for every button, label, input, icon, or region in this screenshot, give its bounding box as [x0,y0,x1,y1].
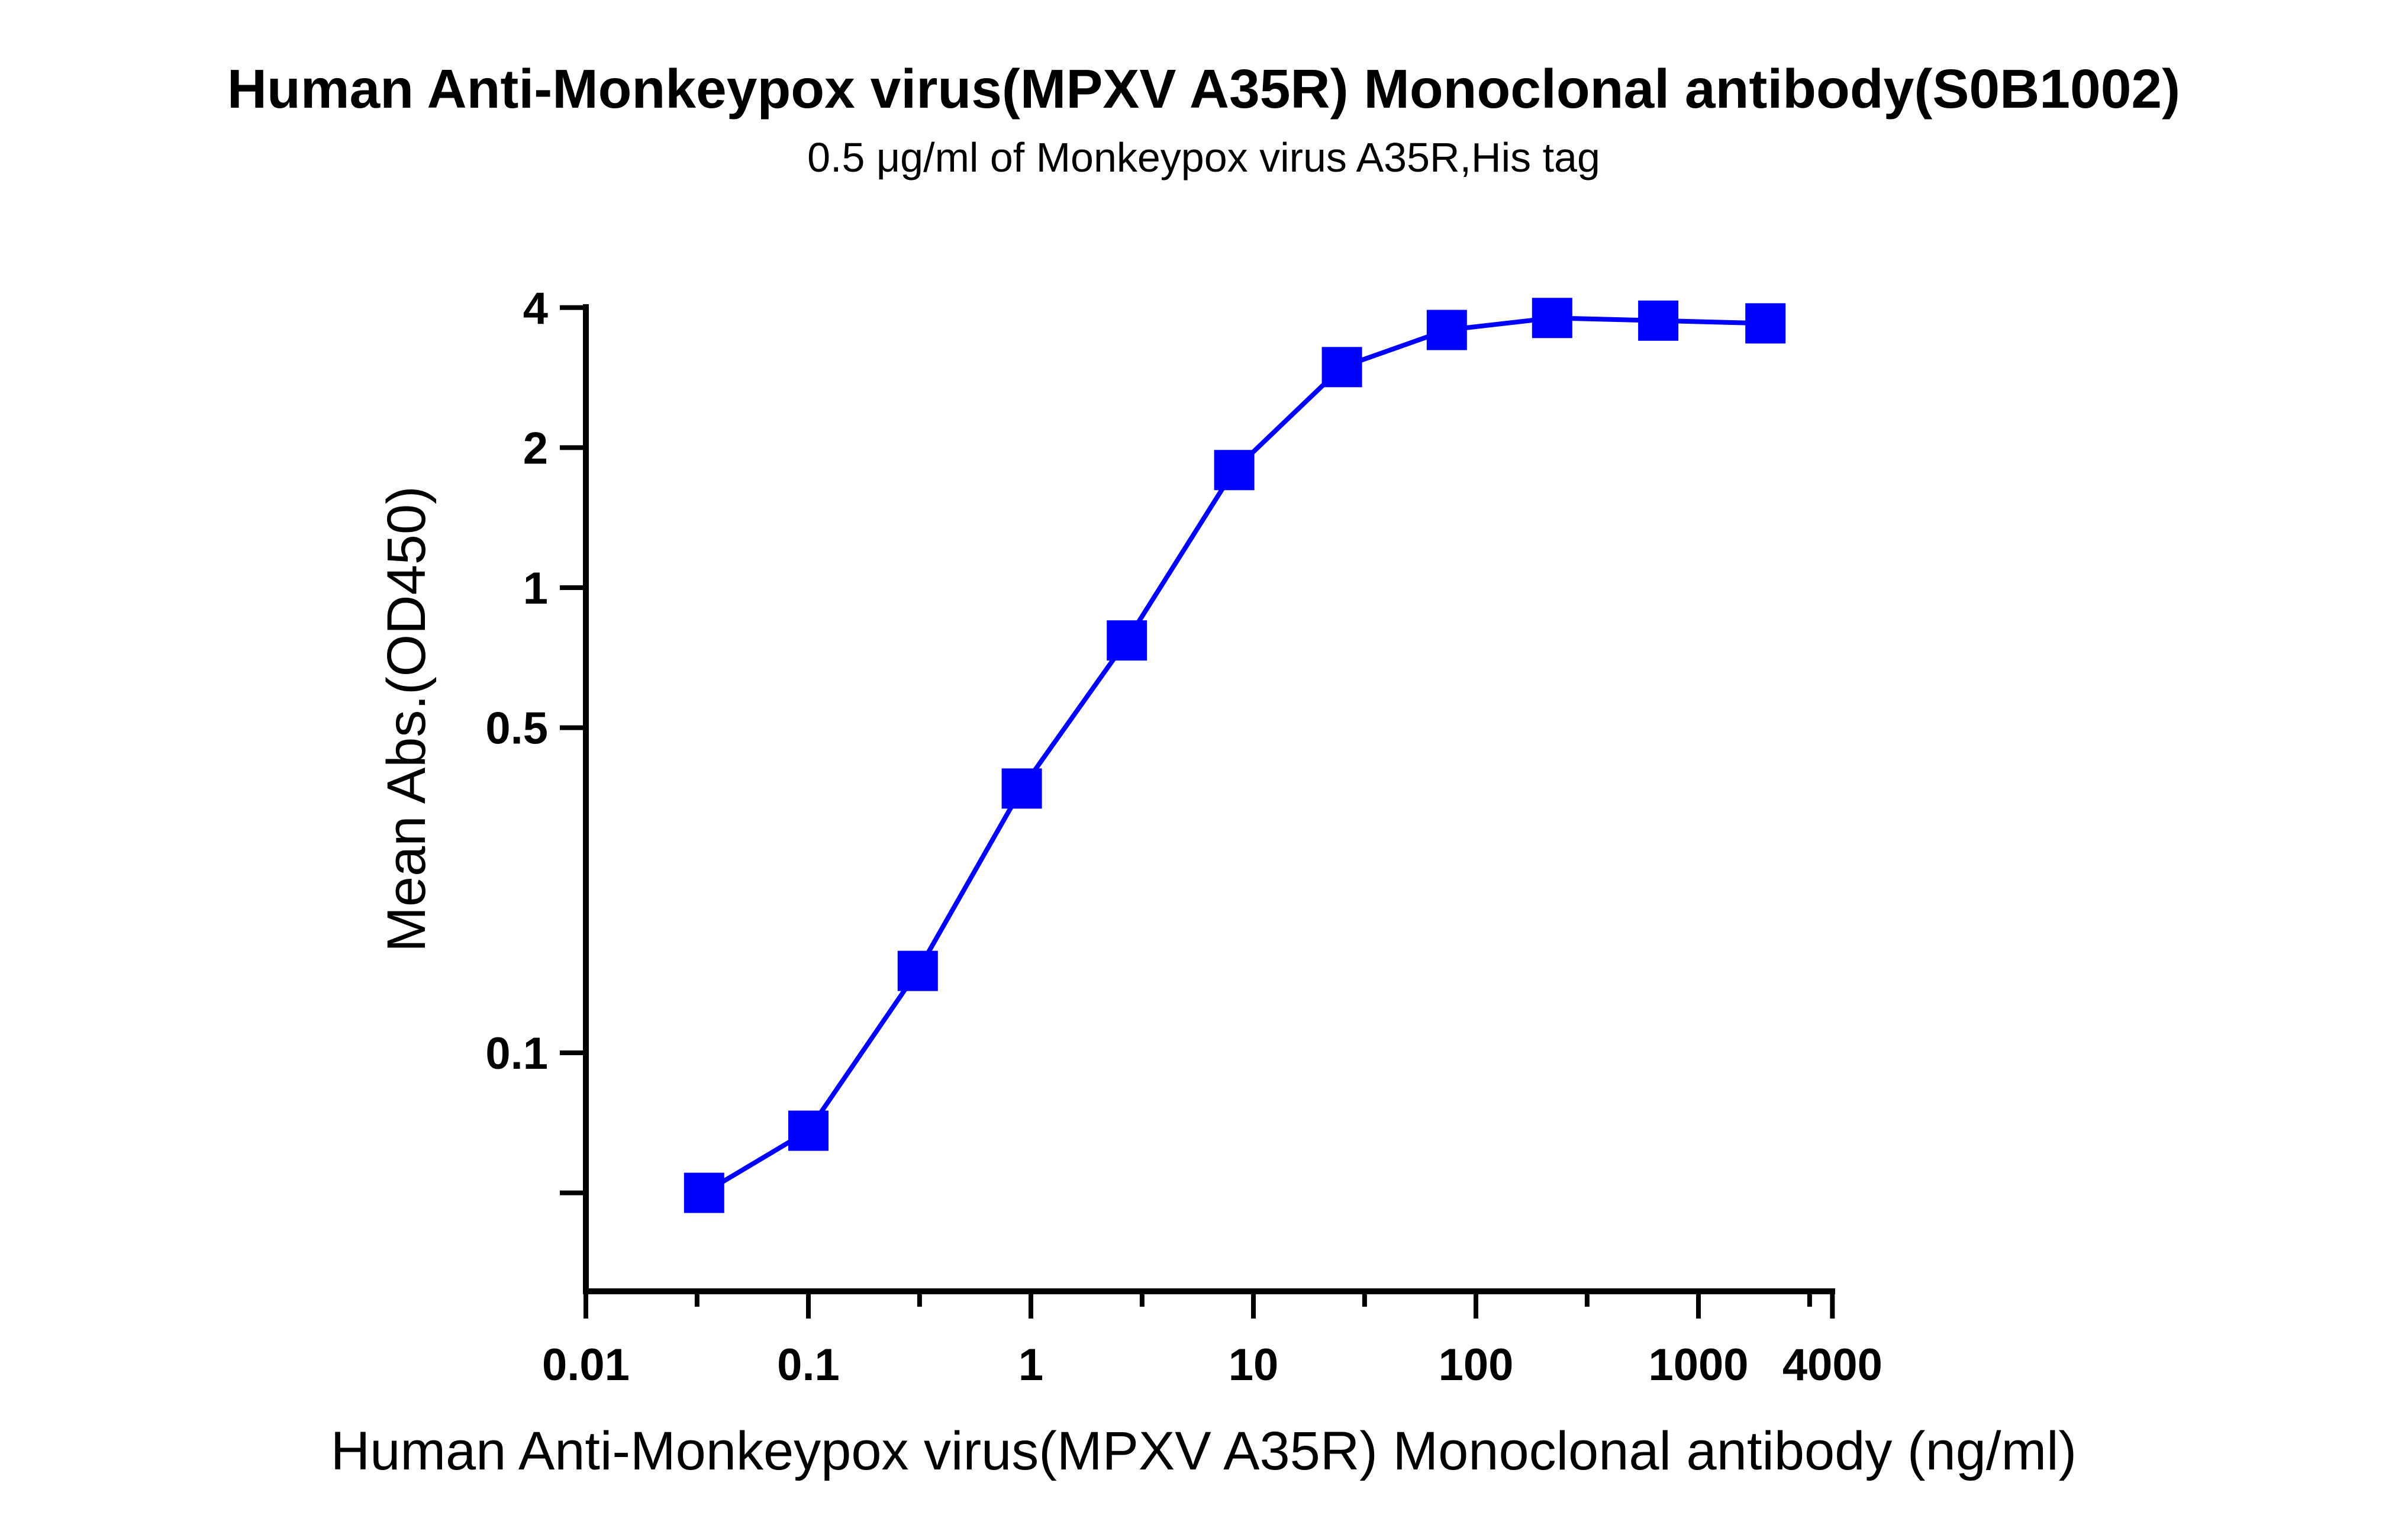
y-axis-title: Mean Abs.(OD450) [376,486,437,952]
data-point-marker [684,1172,724,1213]
data-point-marker [1532,298,1572,339]
data-point-marker [1107,620,1147,661]
x-tick-label: 100 [1439,1340,1514,1390]
y-tick-label: 2 [523,423,548,473]
axes [583,304,1835,1294]
data-point-marker [1001,768,1042,809]
data-point-marker [788,1110,829,1151]
x-tick-label: 0.01 [542,1340,630,1390]
y-tick-label: 0.1 [485,1029,548,1079]
data-point-marker [1426,310,1467,350]
x-tick-label: 1000 [1648,1340,1748,1390]
x-tick-label: 1 [1018,1340,1043,1390]
y-tick-label: 4 [523,283,548,334]
data-point-marker [1745,303,1786,344]
series-line [702,315,1766,1195]
data-point-marker [897,950,938,991]
x-axis-title: Human Anti-Monkeypox virus(MPXV A35R) Mo… [331,1421,2077,1481]
x-tick-label: 10 [1229,1340,1279,1390]
data-point-marker [1638,300,1679,341]
data-series [684,298,1786,1213]
x-tick-label: 4000 [1782,1340,1882,1390]
x-tick-label: 0.1 [777,1340,840,1390]
data-point-marker [1214,450,1255,491]
y-tick-label: 0.5 [485,704,548,754]
chart-title: Human Anti-Monkeypox virus(MPXV A35R) Mo… [227,58,2180,120]
y-tick-label: 1 [523,563,548,614]
chart-subtitle: 0.5 μg/ml of Monkeypox virus A35R,His ta… [807,134,1600,181]
data-point-marker [1321,347,1362,388]
ticks: 0.01 0.1 1 10 100 1000 4000 0.1 0.5 1 2 4 [485,283,1882,1390]
